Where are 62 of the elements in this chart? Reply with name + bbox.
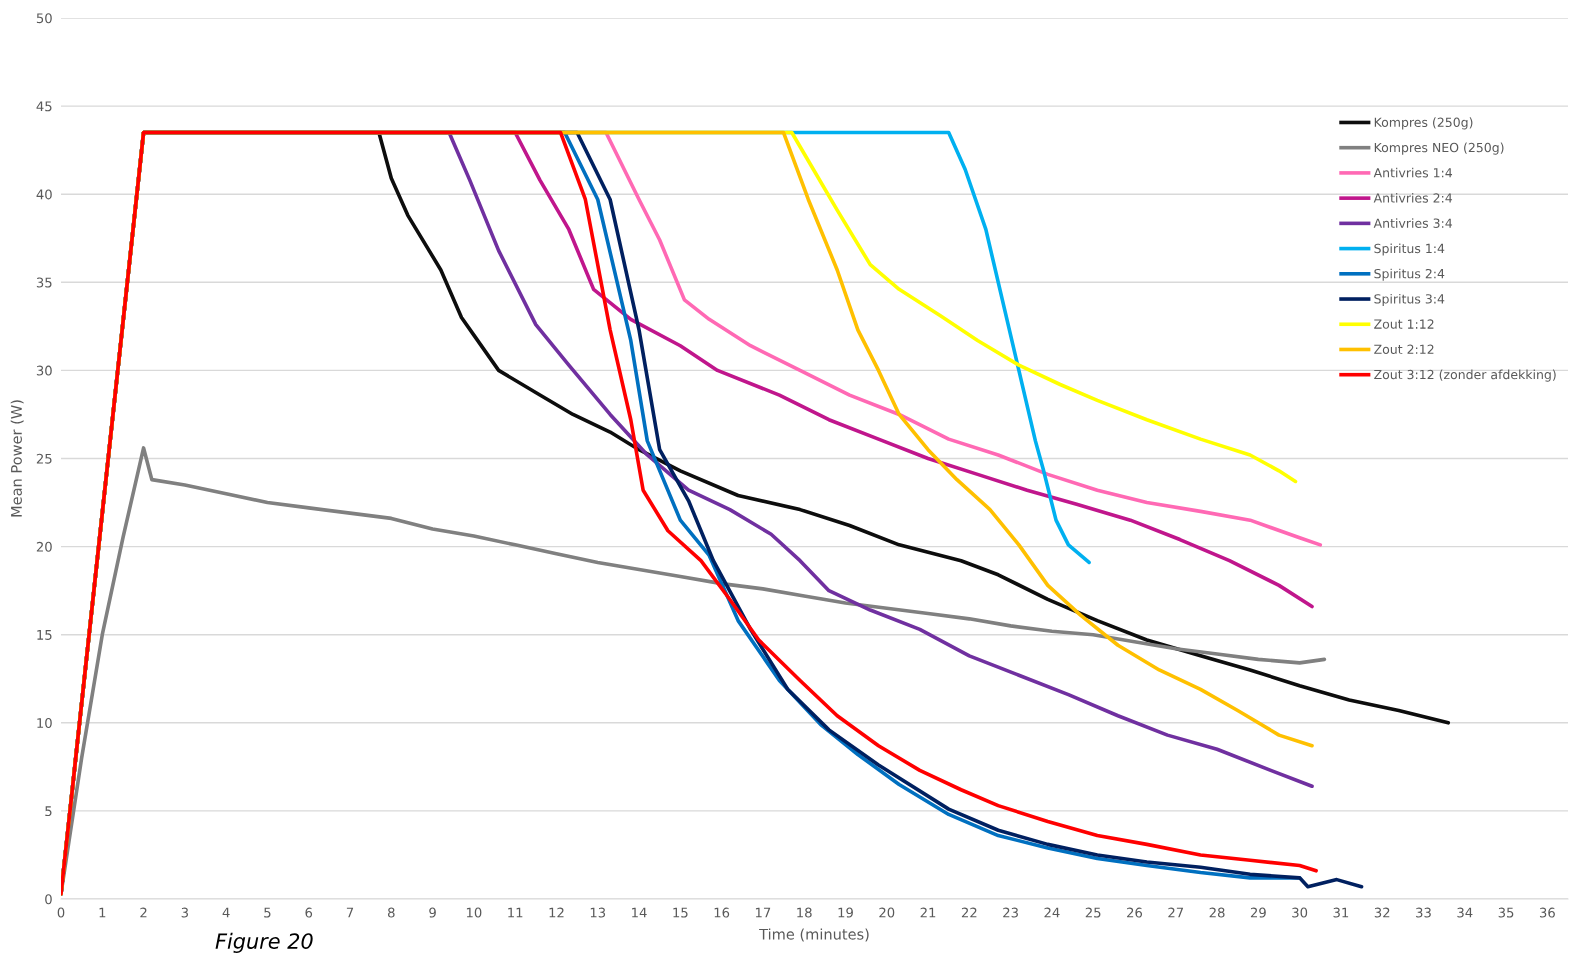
- x-tick-label: 14: [632, 907, 647, 918]
- caption: Figure 20: [215, 932, 313, 953]
- x-tick-label: 0: [57, 907, 65, 918]
- x-tick-label: 10: [466, 907, 482, 918]
- x-tick-label: 22: [961, 907, 977, 918]
- x-tick-label: 28: [1209, 907, 1225, 918]
- legend-label: Kompres NEO (250g): [1374, 142, 1504, 155]
- y-tick-label: 40: [36, 189, 52, 200]
- x-tick-label: 30: [1292, 907, 1308, 918]
- x-tick-label: 27: [1168, 907, 1184, 918]
- x-tick-label: 25: [1085, 907, 1101, 918]
- y-tick-label: 20: [36, 541, 52, 552]
- legend-label: Zout 1:12: [1374, 319, 1434, 329]
- x-tick-label: 16: [714, 907, 730, 918]
- x-tick-label: 31: [1333, 907, 1349, 918]
- legend-label: Zout 2:12: [1374, 344, 1434, 355]
- y-tick-label: 10: [37, 718, 52, 728]
- x-tick-label: 20: [879, 907, 895, 918]
- y-tick-label: 0: [45, 894, 52, 905]
- legend-label: Antivries 2:4: [1373, 193, 1453, 203]
- x-tick-label: 15: [673, 907, 688, 918]
- x-tick-label: 36: [1539, 907, 1555, 918]
- x-tick-label: 5: [264, 907, 271, 918]
- y-tick-label: 25: [36, 453, 52, 464]
- x-tick-label: 35: [1498, 907, 1514, 918]
- legend-label: Spiritus 3:4: [1374, 293, 1445, 307]
- y-tick-label: 35: [36, 277, 52, 288]
- x-tick-label: 9: [429, 907, 436, 918]
- x-tick-label: 33: [1416, 907, 1431, 918]
- x-tick-label: 8: [388, 907, 395, 918]
- x-tick-label: 11: [508, 907, 523, 918]
- x-tick-label: 34: [1457, 907, 1473, 918]
- x-tick-label: 12: [549, 907, 564, 918]
- x-tick-label: 2: [140, 907, 147, 918]
- x-tick-label: 7: [346, 907, 354, 918]
- x-tick-label: 19: [838, 907, 853, 918]
- x-tick-label: 17: [755, 907, 771, 918]
- x-tick-label: 4: [222, 907, 230, 918]
- x-tick-label: 23: [1003, 907, 1018, 918]
- x-tick-label: 29: [1250, 907, 1266, 918]
- x-tick-label: 24: [1044, 907, 1060, 918]
- y-tick-label: 5: [45, 806, 52, 817]
- x-tick-label: 6: [305, 907, 313, 918]
- legend-label: Spiritus 2:4: [1374, 268, 1445, 281]
- legend-label: Antivries 1:4: [1373, 167, 1453, 178]
- x-tick-label: 1: [99, 907, 106, 918]
- x-tick-label: 3: [181, 907, 188, 918]
- legend-label: Zout 3:12 (zonder afdekking): [1374, 369, 1556, 382]
- x-tick-label: 18: [797, 907, 812, 918]
- x-axis-title: Time (minutes): [759, 928, 869, 942]
- legend-label: Antivries 3:4: [1373, 218, 1453, 228]
- legend-label: Kompres (250g): [1374, 117, 1473, 130]
- y-tick-label: 45: [36, 101, 52, 112]
- legend-label: Spiritus 1:4: [1374, 243, 1445, 256]
- x-tick-label: 26: [1127, 907, 1143, 918]
- y-tick-label: 30: [36, 365, 52, 376]
- x-tick-label: 21: [920, 907, 936, 918]
- y-tick-label: 50: [36, 13, 52, 24]
- y-axis-title: Mean Power (W): [10, 400, 24, 517]
- x-tick-label: 32: [1374, 907, 1390, 918]
- x-tick-label: 13: [590, 907, 606, 918]
- y-tick-label: 15: [37, 630, 52, 640]
